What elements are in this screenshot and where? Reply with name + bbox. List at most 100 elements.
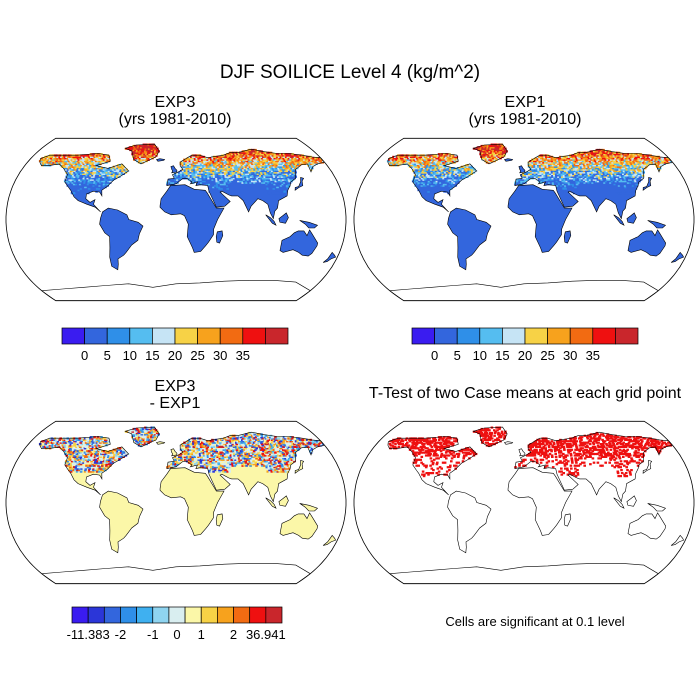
- grid-cell: [120, 172, 123, 175]
- grid-cell: [310, 158, 313, 161]
- grid-cell: [577, 164, 581, 167]
- grid-cell: [132, 148, 136, 152]
- grid-cell: [545, 160, 549, 163]
- grid-cell: [70, 178, 73, 181]
- grid-cell: [207, 174, 210, 177]
- grid-cell: [99, 187, 103, 190]
- grid-cell: [441, 153, 444, 156]
- grid-cell: [456, 175, 459, 178]
- grid-cell: [99, 161, 103, 164]
- grid-cell: [253, 169, 257, 173]
- grid-cell: [595, 154, 598, 157]
- grid-cell: [403, 157, 407, 160]
- grid-cell: [619, 175, 622, 178]
- grid-cell: [286, 175, 290, 178]
- grid-cell: [280, 167, 284, 170]
- grid-cell: [255, 157, 259, 160]
- grid-cell: [600, 151, 604, 154]
- grid-cell: [225, 180, 228, 183]
- grid-cell: [620, 180, 624, 183]
- grid-cell: [481, 146, 485, 149]
- grid-cell: [489, 154, 492, 157]
- grid-cell: [625, 158, 629, 161]
- grid-cell: [93, 174, 96, 177]
- grid-cell: [499, 154, 503, 157]
- grid-cell: [417, 187, 421, 190]
- grid-cell: [626, 174, 629, 177]
- grid-cell: [444, 183, 448, 186]
- grid-cell: [70, 174, 73, 177]
- grid-cell: [281, 153, 284, 156]
- grid-cell: [546, 162, 549, 165]
- grid-cell: [575, 158, 579, 161]
- grid-cell: [286, 174, 289, 177]
- grid-cell: [107, 178, 111, 181]
- grid-cell: [427, 165, 430, 168]
- grid-cell: [237, 151, 240, 154]
- grid-cell: [622, 178, 625, 181]
- grid-cell: [548, 168, 552, 171]
- grid-cell: [604, 165, 607, 168]
- grid-cell: [434, 167, 437, 170]
- grid-cell: [78, 172, 81, 175]
- grid-cell: [176, 174, 179, 177]
- grid-cell: [571, 183, 575, 186]
- grid-cell: [97, 187, 101, 190]
- grid-cell: [204, 171, 208, 174]
- grid-cell: [499, 146, 503, 149]
- grid-cell: [449, 161, 453, 164]
- grid-cell: [449, 172, 452, 175]
- grid-cell: [599, 155, 603, 158]
- grid-cell: [565, 160, 569, 163]
- grid-cell: [631, 168, 635, 171]
- grid-cell: [429, 155, 432, 158]
- grid-cell: [665, 157, 669, 160]
- grid-cell: [564, 175, 568, 178]
- grid-cell: [430, 155, 434, 158]
- grid-cell: [503, 154, 506, 157]
- grid-cell: [619, 162, 622, 165]
- grid-cell: [228, 184, 231, 187]
- grid-cell: [240, 162, 243, 165]
- grid-cell: [257, 169, 261, 173]
- grid-cell: [198, 167, 202, 170]
- grid-cell: [447, 187, 451, 190]
- grid-cell: [396, 160, 399, 163]
- grid-cell: [392, 162, 395, 165]
- grid-cell: [439, 158, 443, 161]
- grid-cell: [398, 161, 402, 164]
- grid-cell: [198, 183, 201, 186]
- grid-cell: [240, 177, 244, 180]
- grid-cell: [84, 469, 87, 472]
- grid-cell: [457, 180, 460, 183]
- grid-cell: [449, 167, 452, 170]
- grid-cell: [191, 171, 194, 174]
- grid-cell: [418, 164, 422, 167]
- grid-cell: [410, 162, 413, 165]
- grid-cell: [455, 177, 459, 180]
- grid-cell: [70, 467, 74, 470]
- grid-cell: [179, 162, 183, 165]
- grid-cell: [205, 162, 208, 165]
- grid-cell: [610, 151, 614, 154]
- grid-cell: [444, 155, 448, 158]
- grid-cell: [188, 161, 192, 164]
- grid-cell: [284, 181, 288, 184]
- grid-cell: [549, 183, 553, 186]
- grid-cell: [235, 158, 238, 161]
- grid-cell: [233, 164, 236, 167]
- grid-cell: [557, 175, 560, 178]
- grid-cell: [608, 153, 611, 156]
- grid-cell: [257, 160, 260, 163]
- grid-cell: [497, 147, 501, 150]
- grid-cell: [103, 161, 106, 164]
- grid-cell: [86, 177, 89, 180]
- grid-cell: [91, 168, 94, 171]
- grid-cell: [388, 162, 391, 165]
- grid-cell: [536, 157, 539, 160]
- grid-cell: [591, 181, 594, 184]
- grid-cell: [297, 158, 301, 161]
- grid-cell: [263, 155, 267, 158]
- grid-cell: [543, 177, 547, 180]
- grid-cell: [260, 155, 263, 158]
